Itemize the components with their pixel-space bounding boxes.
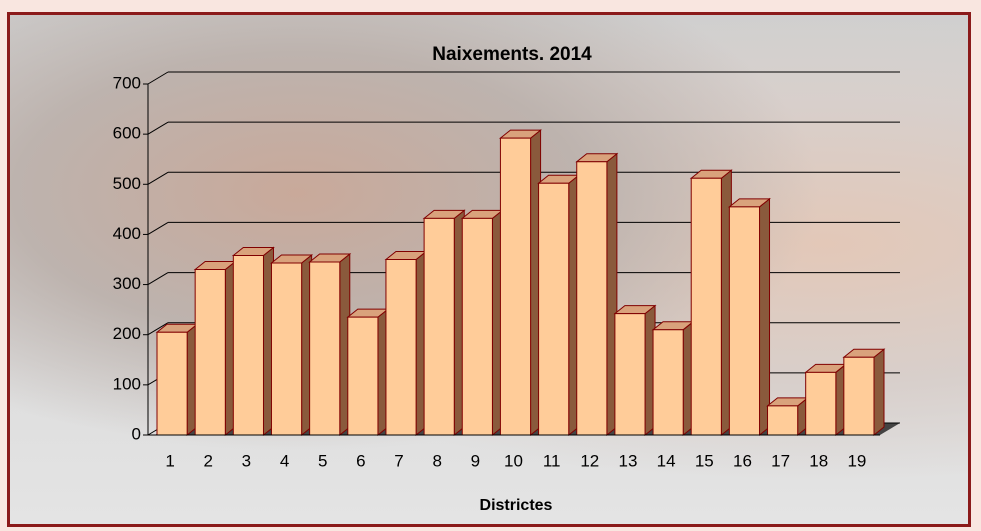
bar-face <box>768 406 798 435</box>
x-axis-title: Districtes <box>480 497 553 514</box>
bar <box>195 262 235 435</box>
bar <box>806 364 846 435</box>
grid-diagonal <box>148 273 168 285</box>
y-tick-label: 500 <box>113 174 141 193</box>
y-tick-label: 400 <box>113 224 141 243</box>
bar-face <box>233 255 263 435</box>
bar-face <box>500 138 530 435</box>
y-tick-label: 100 <box>113 374 141 393</box>
x-tick-label: 10 <box>504 451 523 470</box>
bar-face <box>348 317 378 435</box>
bar <box>768 398 808 435</box>
bar <box>462 210 502 435</box>
x-tick-label: 4 <box>280 451 289 470</box>
bar <box>615 306 655 435</box>
x-tick-label: 17 <box>771 451 790 470</box>
bar <box>691 170 731 435</box>
bar <box>539 175 579 435</box>
bar <box>844 349 884 435</box>
bar <box>653 322 693 435</box>
bar <box>500 130 540 435</box>
bar-face <box>157 332 187 435</box>
bar-face <box>653 330 683 435</box>
x-tick-label: 5 <box>318 451 327 470</box>
bar-face <box>806 372 836 435</box>
bar <box>157 324 197 435</box>
x-tick-label: 6 <box>356 451 365 470</box>
bar-face <box>844 357 874 435</box>
y-tick-label: 600 <box>113 124 141 143</box>
x-tick-label: 3 <box>242 451 251 470</box>
x-tick-label: 7 <box>394 451 403 470</box>
y-tick-label: 0 <box>132 424 141 443</box>
grid-diagonal <box>148 72 168 84</box>
y-tick-label: 300 <box>113 274 141 293</box>
bar <box>386 252 426 436</box>
x-tick-label: 2 <box>204 451 213 470</box>
grid-diagonal <box>148 172 168 184</box>
bar-face <box>195 270 225 435</box>
x-tick-label: 18 <box>809 451 828 470</box>
bar-face <box>539 183 569 435</box>
bar-face <box>874 349 884 435</box>
page: {"chart_data":{"type":"bar3d","title":"N… <box>0 0 981 531</box>
x-tick-label: 11 <box>543 451 561 470</box>
y-tick-label: 700 <box>113 73 141 92</box>
x-tick-label: 13 <box>619 451 638 470</box>
x-tick-label: 1 <box>165 451 174 470</box>
bar-face <box>577 162 607 435</box>
x-tick-label: 12 <box>580 451 599 470</box>
bar-face <box>386 260 416 436</box>
grid-diagonal <box>148 222 168 234</box>
bar <box>577 154 617 435</box>
grid-diagonal <box>148 122 168 134</box>
bar <box>310 254 350 435</box>
x-tick-label: 9 <box>471 451 480 470</box>
bar <box>424 210 464 435</box>
bar <box>233 247 273 435</box>
bar-face <box>271 263 301 435</box>
chart-title: Naixements. 2014 <box>432 44 592 65</box>
x-tick-label: 14 <box>657 451 676 470</box>
bar <box>271 255 311 435</box>
bar-face <box>424 218 454 435</box>
chart: Naixements. 2014 Districtes 0 100 200 300 40… <box>0 0 981 531</box>
bar-face <box>462 218 492 435</box>
x-tick-label: 19 <box>847 451 866 470</box>
x-tick-label: 16 <box>733 451 752 470</box>
x-tick-label: 15 <box>695 451 714 470</box>
bar-face <box>760 199 770 435</box>
bar-face <box>615 314 645 435</box>
bar-face <box>691 178 721 435</box>
bar-face <box>729 207 759 435</box>
bar <box>729 199 769 435</box>
x-tick-label: 8 <box>432 451 441 470</box>
bar-face <box>310 262 340 435</box>
bar <box>348 309 388 435</box>
y-tick-label: 200 <box>113 324 141 343</box>
